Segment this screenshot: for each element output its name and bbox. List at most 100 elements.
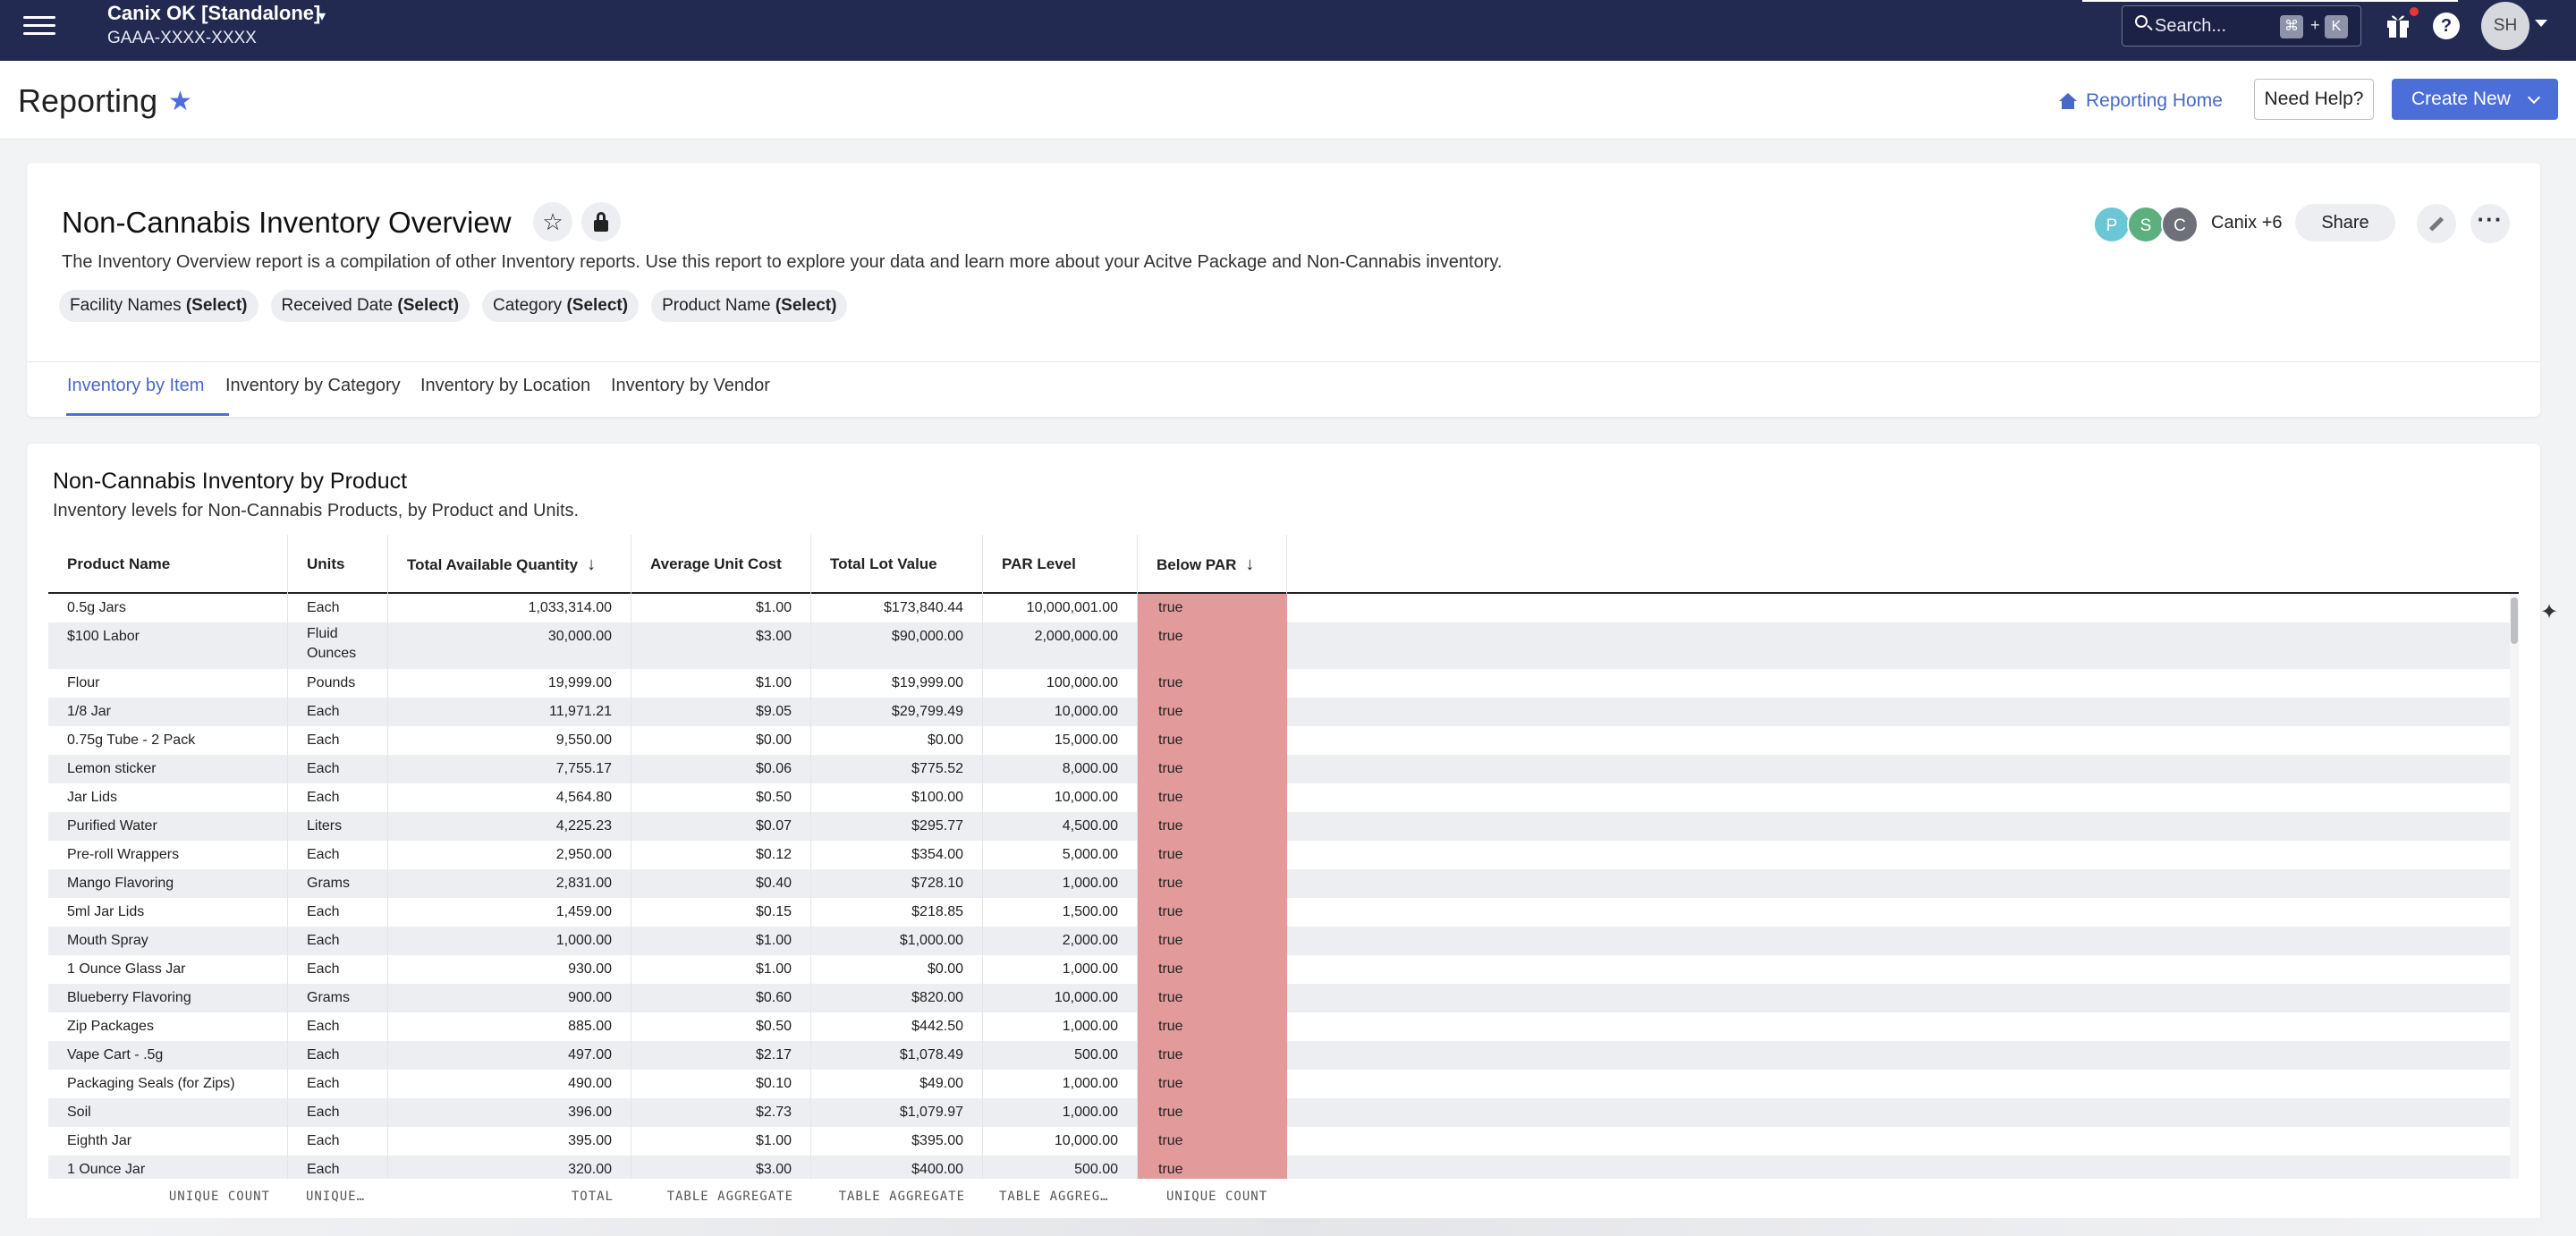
table-row[interactable]: Blueberry Flavoring Grams 900.00 $0.60 $820.…: [48, 984, 2519, 1012]
ai-sparkle-icon[interactable]: ✦: [2540, 600, 2559, 624]
cell-below-par: true: [1138, 984, 1287, 1012]
cell-product-name: Blueberry Flavoring: [48, 984, 288, 1012]
collaborator-avatar[interactable]: C: [2161, 206, 2199, 243]
column-header-total-lot-value[interactable]: Total Lot Value: [811, 535, 983, 594]
cell-total-lot-value: $19,999.00: [811, 669, 983, 698]
gift-icon[interactable]: [2385, 9, 2411, 39]
filter-category[interactable]: Category (Select): [482, 290, 640, 322]
table-row[interactable]: 5ml Jar Lids Each 1,459.00 $0.15 $218.85 1,50…: [48, 898, 2519, 927]
filter-received-date[interactable]: Received Date (Select): [270, 290, 470, 322]
collaborator-avatar[interactable]: P: [2093, 206, 2131, 243]
user-avatar[interactable]: SH: [2481, 2, 2529, 50]
help-icon[interactable]: ?: [2433, 13, 2460, 39]
column-header-average-unit-cost[interactable]: Average Unit Cost: [631, 535, 811, 594]
table-row[interactable]: Purified Water Liters 4,225.23 $0.07 $295.77…: [48, 812, 2519, 841]
table-row[interactable]: Jar Lids Each 4,564.80 $0.50 $100.00 10,000.0…: [48, 783, 2519, 812]
cell-total-quantity: 885.00: [388, 1012, 631, 1041]
footer-aggregate-avg-cost[interactable]: TABLE AGGREGATE: [666, 1189, 793, 1204]
cell-avg-unit-cost: $1.00: [631, 594, 811, 622]
cell-total-quantity: 497.00: [388, 1041, 631, 1070]
table-row[interactable]: Pre-roll Wrappers Each 2,950.00 $0.12 $354.0…: [48, 841, 2519, 869]
cell-par-level: 1,000.00: [983, 1098, 1138, 1127]
column-header-units[interactable]: Units: [288, 535, 388, 594]
cell-total-quantity: 4,564.80: [388, 783, 631, 812]
column-header-product-name[interactable]: Product Name: [48, 535, 288, 594]
table-title: Non-Cannabis Inventory by Product: [53, 469, 408, 494]
cell-product-name: Pre-roll Wrappers: [48, 841, 288, 869]
favorite-star-icon[interactable]: ★: [168, 87, 192, 116]
table-row[interactable]: Packaging Seals (for Zips) Each 490.00 $0.1…: [48, 1070, 2519, 1098]
cell-total-lot-value: $1,079.97: [811, 1098, 983, 1127]
table-row[interactable]: Zip Packages Each 885.00 $0.50 $442.50 1,000.…: [48, 1012, 2519, 1041]
more-options-icon[interactable]: ···: [2470, 204, 2510, 243]
user-menu-caret-icon[interactable]: [2535, 20, 2547, 27]
cell-avg-unit-cost: $0.12: [631, 841, 811, 869]
footer-aggregate-total-quantity[interactable]: TOTAL: [571, 1189, 614, 1204]
cell-total-quantity: 4,225.23: [388, 812, 631, 841]
column-header-below-par[interactable]: Below PAR ↓: [1138, 535, 1287, 594]
table-row[interactable]: 1/8 Jar Each 11,971.21 $9.05 $29,799.49 10,00…: [48, 698, 2519, 726]
tab-inventory-by-category[interactable]: Inventory by Category: [225, 376, 401, 395]
tab-inventory-by-location[interactable]: Inventory by Location: [420, 376, 591, 395]
cell-units: Liters: [288, 812, 388, 841]
shortcut-plus: +: [2310, 16, 2320, 34]
footer-aggregate-units[interactable]: UNIQUE…: [306, 1189, 366, 1204]
topbar-divider: [2082, 0, 2458, 2]
cell-par-level: 500.00: [983, 1156, 1138, 1179]
filter-facility-names[interactable]: Facility Names (Select): [59, 290, 258, 322]
column-header-par-level[interactable]: PAR Level: [983, 535, 1138, 594]
table-row[interactable]: Mouth Spray Each 1,000.00 $1.00 $1,000.00 2,0…: [48, 927, 2519, 955]
footer-aggregate-par-level[interactable]: TABLE AGGREG…: [999, 1189, 1109, 1204]
footer-aggregate-product-name[interactable]: UNIQUE COUNT: [168, 1189, 270, 1204]
cell-units: Each: [288, 698, 388, 726]
filter-product-name[interactable]: Product Name (Select): [651, 290, 848, 322]
table-row[interactable]: 0.75g Tube - 2 Pack Each 9,550.00 $0.00 $0.0…: [48, 726, 2519, 755]
table-row[interactable]: Mango Flavoring Grams 2,831.00 $0.40 $728.10…: [48, 869, 2519, 898]
share-button[interactable]: Share: [2295, 204, 2395, 241]
table-body: 0.5g Jars Each 1,033,314.00 $1.00 $173,840.4…: [48, 594, 2519, 1179]
reporting-home-link[interactable]: Reporting Home: [2059, 88, 2223, 114]
footer-aggregate-below-par[interactable]: UNIQUE COUNT: [1166, 1189, 1268, 1204]
table-scrollbar[interactable]: [2510, 594, 2519, 1179]
table-scrollbar-thumb[interactable]: [2511, 597, 2518, 644]
table-row[interactable]: Vape Cart - .5g Each 497.00 $2.17 $1,078.49 5…: [48, 1041, 2519, 1070]
lock-icon[interactable]: [581, 202, 621, 241]
tab-inventory-by-item[interactable]: Inventory by Item: [67, 376, 205, 395]
table-row[interactable]: 1 Ounce Glass Jar Each 930.00 $1.00 $0.00 1,0…: [48, 955, 2519, 984]
search-input[interactable]: Search... ⌘ + K: [2122, 5, 2361, 47]
page-title: Reporting: [18, 82, 158, 119]
table-row[interactable]: Lemon sticker Each 7,755.17 $0.06 $775.52 8,0…: [48, 755, 2519, 783]
cell-total-lot-value: $1,078.49: [811, 1041, 983, 1070]
cell-total-lot-value: $395.00: [811, 1127, 983, 1156]
table-row[interactable]: 1 Ounce Jar Each 320.00 $3.00 $400.00 500.00 t…: [48, 1156, 2519, 1179]
cell-par-level: 15,000.00: [983, 726, 1138, 755]
report-star-icon[interactable]: ☆: [533, 202, 572, 241]
edit-pencil-icon[interactable]: [2417, 204, 2456, 243]
cell-units: Each: [288, 783, 388, 812]
cell-product-name: Lemon sticker: [48, 755, 288, 783]
tab-inventory-by-vendor[interactable]: Inventory by Vendor: [611, 376, 770, 395]
footer-aggregate-lot-value[interactable]: TABLE AGGREGATE: [838, 1189, 965, 1204]
cell-below-par: true: [1138, 927, 1287, 955]
collaborator-avatar[interactable]: S: [2127, 206, 2165, 243]
create-new-button[interactable]: Create New: [2392, 79, 2558, 120]
cell-below-par: true: [1138, 1041, 1287, 1070]
tabs-divider: [27, 361, 2540, 362]
column-header-total-available-quantity[interactable]: Total Available Quantity ↓: [388, 535, 631, 594]
org-dropdown-caret-icon[interactable]: ▾: [318, 9, 326, 24]
collaborators-count[interactable]: Canix +6: [2211, 213, 2283, 233]
home-icon: [2059, 93, 2077, 109]
cell-below-par: true: [1138, 955, 1287, 984]
cell-par-level: 1,500.00: [983, 898, 1138, 927]
table-row[interactable]: Flour Pounds 19,999.00 $1.00 $19,999.00 100,0…: [48, 669, 2519, 698]
table-row[interactable]: Eighth Jar Each 395.00 $1.00 $395.00 10,000.0…: [48, 1127, 2519, 1156]
cell-total-quantity: 930.00: [388, 955, 631, 984]
table-row[interactable]: $100 Labor Fluid Ounces 30,000.00 $3.00 $90,…: [48, 622, 2519, 669]
cell-units: Each: [288, 898, 388, 927]
table-row[interactable]: Soil Each 396.00 $2.73 $1,079.97 1,000.00 true: [48, 1098, 2519, 1127]
need-help-button[interactable]: Need Help?: [2254, 79, 2374, 120]
org-name[interactable]: Canix OK [Standalone]: [107, 2, 321, 24]
hamburger-menu-icon[interactable]: [23, 11, 55, 38]
table-row[interactable]: 0.5g Jars Each 1,033,314.00 $1.00 $173,840.4…: [48, 594, 2519, 622]
reporting-home-label: Reporting Home: [2086, 90, 2223, 111]
